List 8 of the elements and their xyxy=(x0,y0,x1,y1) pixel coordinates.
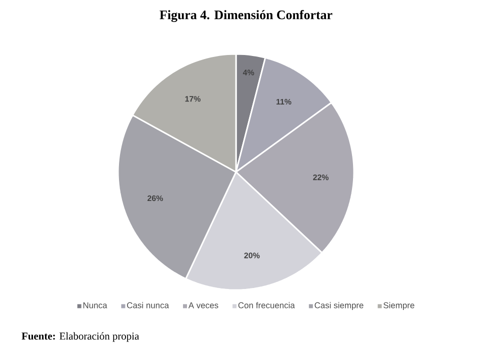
text: Fuente: Elaboración propia xyxy=(22,332,140,342)
legend-label: Casi nunca xyxy=(127,302,169,308)
chart-title: Figura 4. Dimensión Confortar xyxy=(160,10,332,22)
slice-label: Con frecuencia xyxy=(238,302,295,308)
legend-label: Nunca xyxy=(83,302,108,308)
legend-label: A veces xyxy=(188,302,218,308)
legend-label: Casi siempre xyxy=(314,302,364,310)
legend-label: Siempre xyxy=(384,302,414,310)
